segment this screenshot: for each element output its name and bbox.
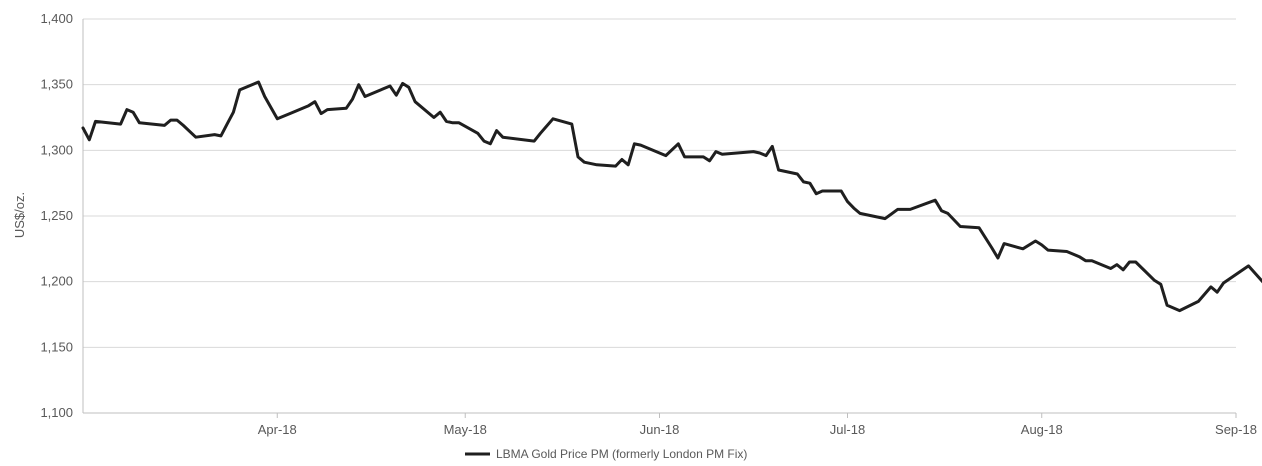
x-tick-label: Jul-18 bbox=[830, 422, 865, 437]
x-tick-labels: Apr-18 May-18 Jun-18 Jul-18 Aug-18 Sep-18 bbox=[258, 413, 1257, 437]
x-tick-label: Jun-18 bbox=[640, 422, 680, 437]
y-tick-label: 1,350 bbox=[40, 77, 73, 92]
y-tick-label: 1,100 bbox=[40, 405, 73, 420]
x-tick-label: Apr-18 bbox=[258, 422, 297, 437]
legend: LBMA Gold Price PM (formerly London PM F… bbox=[465, 447, 747, 461]
x-tick-label: Sep-18 bbox=[1215, 422, 1257, 437]
y-tick-label: 1,400 bbox=[40, 11, 73, 26]
y-axis-label: US$/oz. bbox=[12, 192, 27, 238]
gridlines bbox=[83, 18, 1236, 348]
legend-label: LBMA Gold Price PM (formerly London PM F… bbox=[496, 447, 747, 461]
y-tick-labels: 1,100 1,150 1,200 1,250 1,300 1,350 1,400 bbox=[40, 11, 73, 420]
y-tick-label: 1,250 bbox=[40, 208, 73, 223]
y-tick-label: 1,200 bbox=[40, 274, 73, 289]
series-layer bbox=[81, 80, 1262, 313]
x-tick-label: May-18 bbox=[444, 422, 487, 437]
x-tick-label: Aug-18 bbox=[1021, 422, 1063, 437]
series-line bbox=[81, 80, 1262, 313]
y-tick-label: 1,150 bbox=[40, 339, 73, 354]
y-tick-label: 1,300 bbox=[40, 142, 73, 157]
